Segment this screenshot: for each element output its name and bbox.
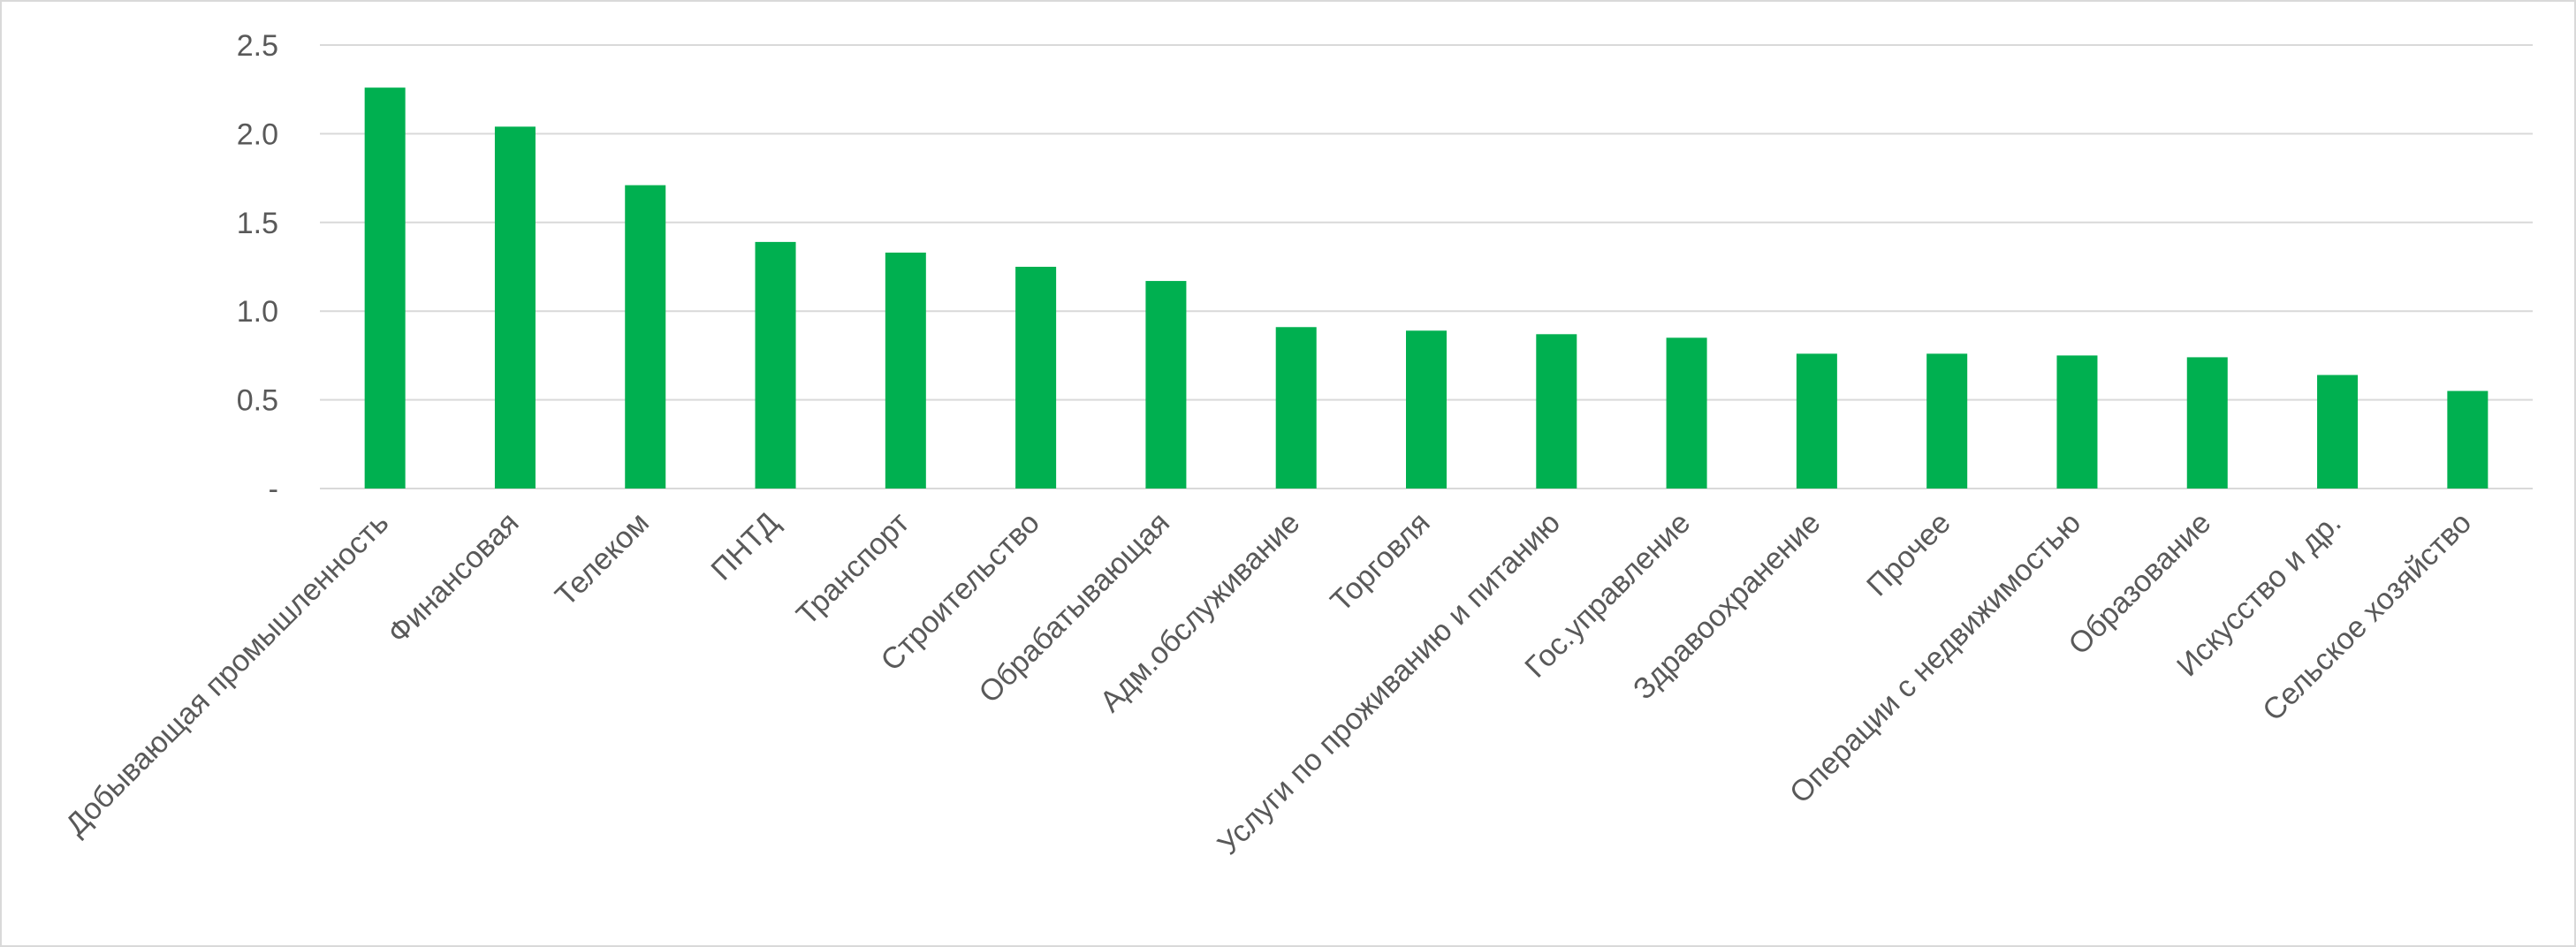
bar — [1015, 267, 1057, 489]
bar — [755, 241, 796, 489]
bar — [1796, 353, 1837, 489]
bar — [1145, 281, 1187, 489]
bar — [2186, 357, 2228, 489]
x-category-label: Операции с недвижимостью — [1783, 506, 2087, 810]
x-category-label: Добывающая промышленность — [59, 506, 395, 842]
bars — [364, 87, 2489, 489]
x-category-label: ПНТД — [704, 506, 786, 587]
x-category-label: Торговля — [1324, 506, 1436, 618]
bar — [1926, 353, 1968, 489]
bar — [1275, 327, 1317, 489]
x-category-label: Финансовая — [382, 506, 526, 650]
gridlines — [320, 44, 2533, 489]
x-category-label: Сельское хозяйство — [2256, 506, 2478, 728]
y-tick-label: 2.0 — [237, 117, 278, 151]
y-tick-label: 1.5 — [237, 207, 278, 240]
y-axis-tick-labels: - 0.5 1.0 1.5 2.0 2.5 — [237, 29, 278, 506]
x-category-label: Прочее — [1860, 506, 1957, 603]
bar — [2056, 355, 2098, 489]
bar — [1536, 334, 1577, 489]
x-category-label: Транспорт — [790, 506, 916, 632]
y-tick-label: 2.5 — [237, 29, 278, 63]
x-category-label: Телеком — [549, 506, 656, 613]
y-tick-label: - — [269, 473, 278, 506]
y-tick-label: 0.5 — [237, 384, 278, 418]
bar — [494, 126, 536, 489]
bar — [2447, 390, 2489, 489]
bar — [2317, 375, 2359, 489]
bar — [885, 252, 926, 489]
bar — [1666, 337, 1707, 489]
bar — [625, 185, 666, 489]
y-tick-label: 1.0 — [237, 295, 278, 329]
bar — [364, 87, 406, 489]
bar — [1406, 330, 1447, 489]
